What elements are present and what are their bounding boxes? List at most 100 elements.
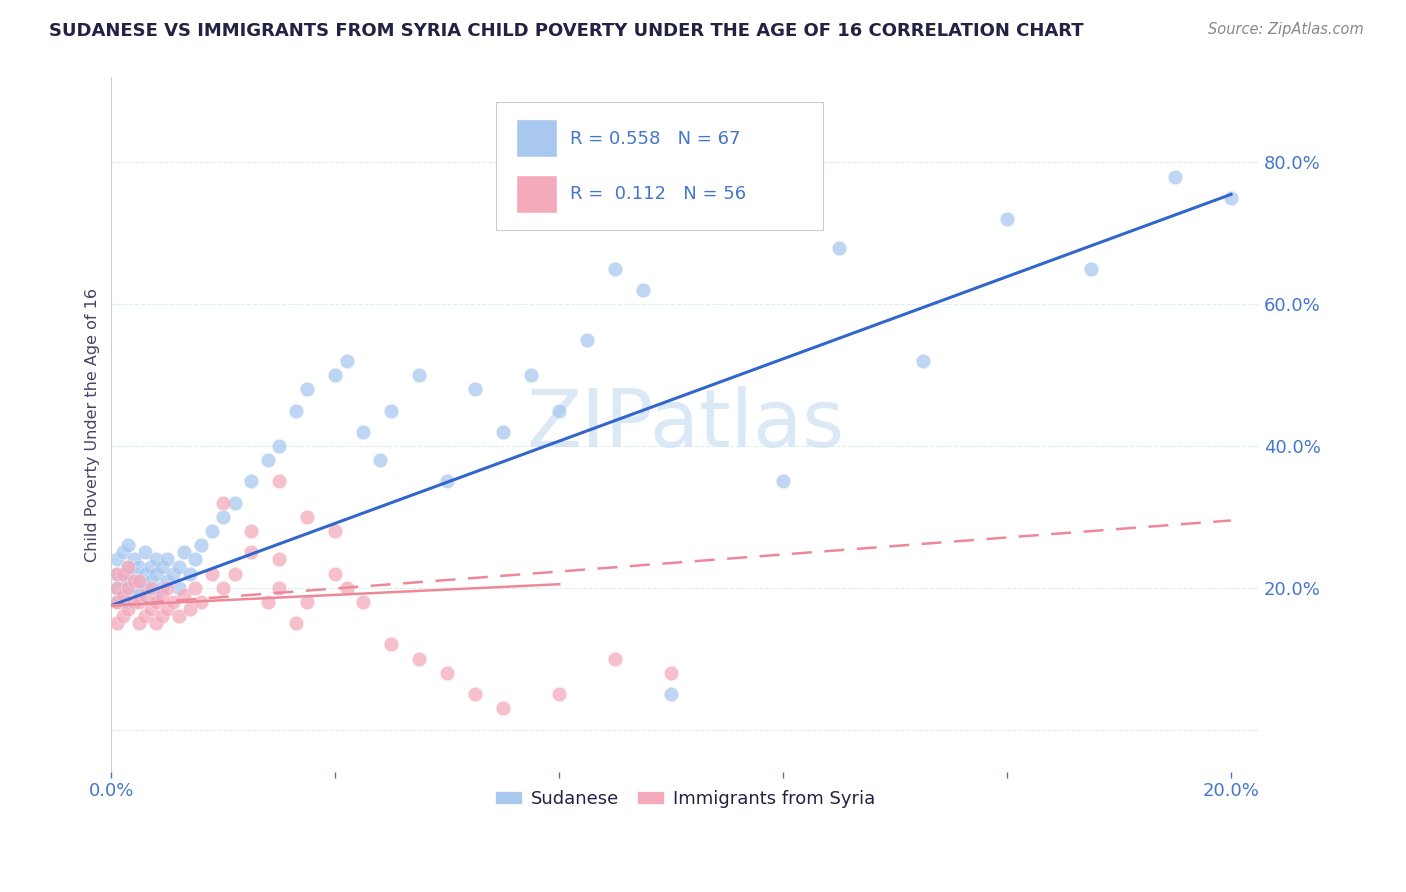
Point — [122, 566, 145, 581]
Point — [117, 559, 139, 574]
Point — [297, 595, 319, 609]
Point — [190, 595, 212, 609]
Point — [408, 368, 430, 383]
Point — [436, 665, 458, 680]
Point — [167, 559, 190, 574]
Point — [117, 538, 139, 552]
Bar — [516, 175, 557, 213]
Point — [128, 574, 150, 588]
Point — [156, 602, 179, 616]
Point — [179, 566, 201, 581]
Point — [111, 588, 134, 602]
Point — [134, 566, 156, 581]
Point — [492, 425, 515, 439]
Point — [190, 538, 212, 552]
Point — [224, 496, 246, 510]
Point — [368, 453, 391, 467]
Point — [297, 382, 319, 396]
Point — [105, 566, 128, 581]
FancyBboxPatch shape — [496, 102, 823, 230]
Text: R =  0.112   N = 56: R = 0.112 N = 56 — [571, 186, 747, 203]
Point — [285, 403, 308, 417]
Point — [156, 581, 179, 595]
Point — [139, 581, 162, 595]
Point — [117, 602, 139, 616]
Point — [145, 595, 167, 609]
Point — [380, 403, 402, 417]
Point — [257, 453, 280, 467]
Point — [105, 595, 128, 609]
Point — [150, 559, 173, 574]
Point — [128, 616, 150, 631]
Point — [134, 581, 156, 595]
Point — [111, 566, 134, 581]
Point — [297, 509, 319, 524]
Point — [548, 687, 571, 701]
Y-axis label: Child Poverty Under the Age of 16: Child Poverty Under the Age of 16 — [86, 288, 100, 562]
Point — [173, 545, 195, 559]
Point — [240, 545, 263, 559]
Point — [464, 687, 486, 701]
Point — [105, 581, 128, 595]
Point — [335, 354, 357, 368]
Point — [912, 354, 935, 368]
Point — [167, 581, 190, 595]
Point — [117, 574, 139, 588]
Point — [464, 382, 486, 396]
Point — [134, 588, 156, 602]
Point — [117, 595, 139, 609]
Point — [212, 496, 235, 510]
Point — [145, 566, 167, 581]
Point — [134, 609, 156, 624]
Point — [150, 588, 173, 602]
Point — [1080, 261, 1102, 276]
Point — [105, 595, 128, 609]
Point — [352, 595, 374, 609]
Text: Source: ZipAtlas.com: Source: ZipAtlas.com — [1208, 22, 1364, 37]
Point — [828, 241, 851, 255]
Point — [150, 609, 173, 624]
Point — [179, 602, 201, 616]
Point — [173, 588, 195, 602]
Point — [128, 595, 150, 609]
Point — [167, 609, 190, 624]
Text: ZIPatlas: ZIPatlas — [526, 385, 844, 464]
Point — [145, 616, 167, 631]
Point — [105, 566, 128, 581]
Point — [323, 566, 346, 581]
Point — [156, 552, 179, 566]
Point — [352, 425, 374, 439]
Point — [122, 595, 145, 609]
Point — [111, 588, 134, 602]
Point — [162, 566, 184, 581]
Point — [269, 439, 291, 453]
Point — [492, 701, 515, 715]
Point — [105, 616, 128, 631]
Point — [335, 581, 357, 595]
Point — [184, 581, 207, 595]
Point — [224, 566, 246, 581]
Point — [128, 559, 150, 574]
Point — [436, 475, 458, 489]
Point — [150, 581, 173, 595]
Point — [285, 616, 308, 631]
Point — [323, 524, 346, 538]
Point — [1164, 169, 1187, 184]
Point — [128, 588, 150, 602]
Point — [212, 581, 235, 595]
Point — [995, 212, 1018, 227]
Point — [269, 581, 291, 595]
Point — [605, 651, 627, 665]
Point — [184, 552, 207, 566]
Point — [631, 283, 654, 297]
Point — [111, 545, 134, 559]
Point — [201, 524, 224, 538]
Point — [659, 687, 682, 701]
Point — [1220, 191, 1243, 205]
Point — [122, 552, 145, 566]
Point — [145, 552, 167, 566]
Point — [145, 588, 167, 602]
Point — [111, 566, 134, 581]
Point — [117, 559, 139, 574]
Point — [240, 475, 263, 489]
